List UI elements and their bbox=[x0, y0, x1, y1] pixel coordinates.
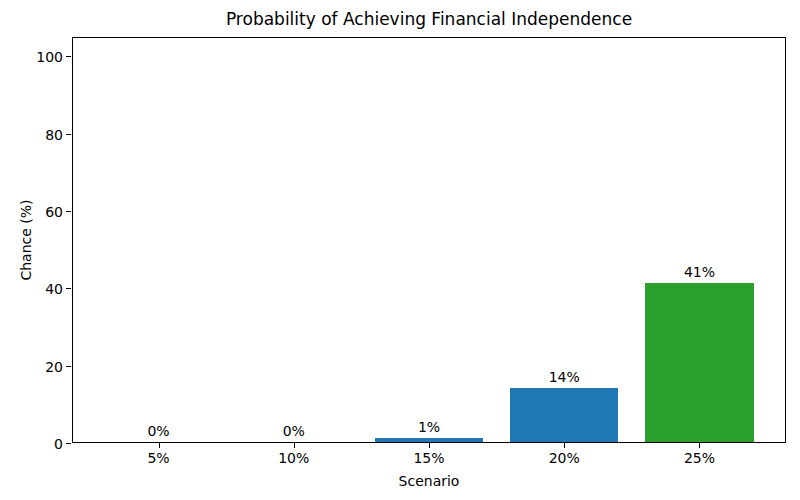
x-tick-mark bbox=[159, 443, 160, 448]
bar bbox=[375, 438, 483, 442]
bar-value-label: 0% bbox=[283, 423, 305, 439]
y-tick-label: 100 bbox=[23, 49, 63, 65]
bar-value-label: 1% bbox=[418, 419, 440, 435]
y-tick-mark bbox=[66, 211, 71, 212]
bar-value-label: 14% bbox=[549, 369, 580, 385]
x-tick-label: 20% bbox=[549, 450, 580, 466]
x-tick-mark bbox=[564, 443, 565, 448]
y-tick-mark bbox=[66, 366, 71, 367]
y-tick-mark bbox=[66, 288, 71, 289]
x-tick-label: 5% bbox=[147, 450, 169, 466]
y-tick-mark bbox=[66, 56, 71, 57]
x-tick-label: 25% bbox=[684, 450, 715, 466]
bar-value-label: 41% bbox=[684, 264, 715, 280]
y-tick-label: 60 bbox=[23, 204, 63, 220]
y-tick-label: 0 bbox=[23, 436, 63, 452]
x-tick-mark bbox=[294, 443, 295, 448]
x-tick-mark bbox=[699, 443, 700, 448]
y-tick-label: 40 bbox=[23, 281, 63, 297]
y-tick-mark bbox=[66, 134, 71, 135]
x-tick-label: 15% bbox=[413, 450, 444, 466]
bar bbox=[510, 388, 618, 442]
y-tick-mark bbox=[66, 443, 71, 444]
plot-area: 0% 0% 1% 14% 41% bbox=[72, 37, 786, 443]
chart-title: Probability of Achieving Financial Indep… bbox=[72, 9, 786, 29]
y-tick-label: 20 bbox=[23, 359, 63, 375]
x-axis-label: Scenario bbox=[72, 473, 786, 489]
bar bbox=[645, 283, 753, 442]
x-tick-label: 10% bbox=[278, 450, 309, 466]
x-tick-mark bbox=[429, 443, 430, 448]
y-tick-label: 80 bbox=[23, 127, 63, 143]
bar-value-label: 0% bbox=[147, 423, 169, 439]
figure-container: Probability of Achieving Financial Indep… bbox=[0, 0, 800, 500]
